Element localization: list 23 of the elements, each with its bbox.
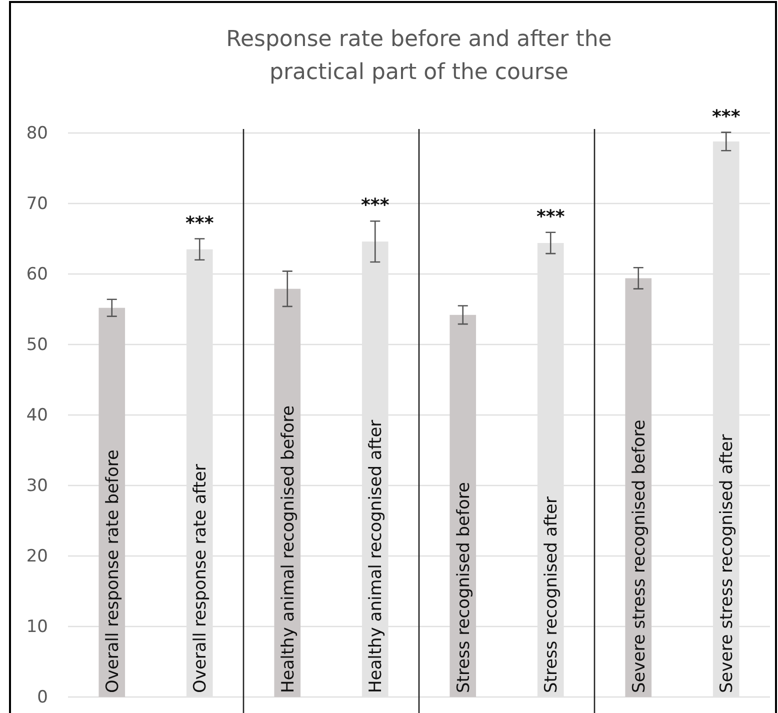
annotation: *** bbox=[361, 195, 390, 216]
y-tick-label: 20 bbox=[26, 546, 48, 566]
x-tick-label: Healthy animal recognised after bbox=[366, 420, 386, 693]
x-tick-label: Stress recognised after bbox=[542, 496, 562, 693]
y-tick-label: 30 bbox=[26, 476, 48, 496]
x-tick-label: Severe stress recognised before bbox=[629, 420, 650, 693]
x-tick-label: Severe stress recognised after bbox=[717, 434, 738, 693]
annotation: *** bbox=[712, 106, 741, 128]
y-tick-label: 50 bbox=[26, 334, 48, 355]
y-tick-label: 80 bbox=[26, 123, 48, 144]
y-tick-label: 60 bbox=[26, 264, 48, 284]
bar bbox=[450, 314, 476, 697]
y-tick-label: 10 bbox=[26, 616, 48, 637]
x-tick-label: Stress recognised before bbox=[454, 482, 474, 693]
chart-title: Response rate before and after the practical part of the course bbox=[226, 27, 612, 85]
annotation: *** bbox=[536, 206, 566, 228]
y-tick-label: 70 bbox=[26, 194, 48, 214]
x-tick-label: Overall response rate after bbox=[190, 464, 211, 693]
annotation: *** bbox=[186, 212, 214, 234]
y-tick-label: 0 bbox=[37, 687, 48, 708]
y-tick-label: 40 bbox=[26, 405, 48, 426]
x-tick-label: Healthy animal recognised before bbox=[278, 405, 298, 693]
x-tick-label: Overall response rate before bbox=[102, 450, 123, 693]
